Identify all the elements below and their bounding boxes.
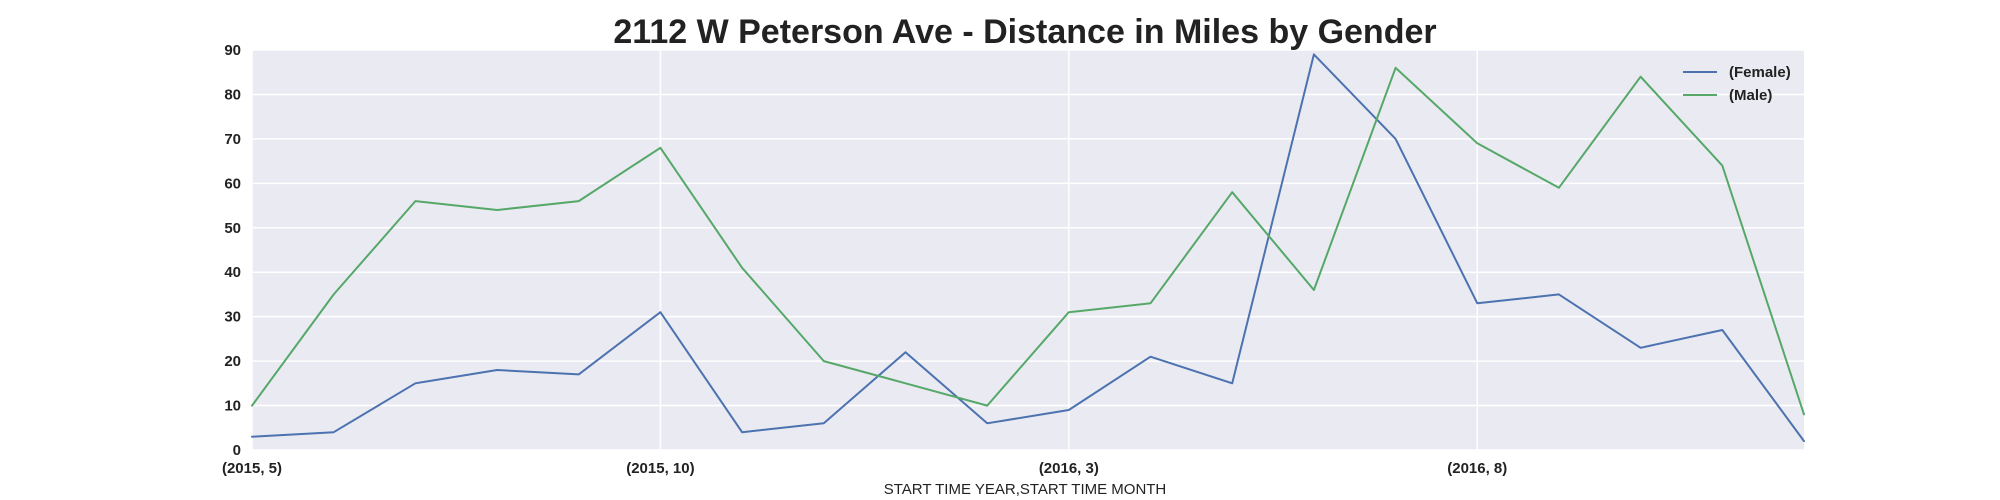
y-tick-label: 20 xyxy=(224,353,241,370)
y-tick-label: 10 xyxy=(224,398,241,415)
y-axis-ticks: 0 10 20 30 40 50 60 70 80 90 xyxy=(224,42,241,459)
y-tick-label: 90 xyxy=(224,42,241,59)
x-tick-label: (2016, 8) xyxy=(1447,460,1507,477)
y-tick-label: 50 xyxy=(224,220,241,237)
series-line-male xyxy=(251,66,1805,416)
x-axis-ticks: (2015, 5) (2015, 10) (2016, 3) (2016, 8) xyxy=(222,460,1507,477)
legend-label: (Female) xyxy=(1729,64,1791,81)
grid xyxy=(251,49,1804,451)
plot-area xyxy=(252,50,1804,450)
series-line-female xyxy=(251,53,1805,443)
y-tick-label: 40 xyxy=(224,264,241,281)
legend-label: (Male) xyxy=(1729,87,1772,104)
y-tick-label: 60 xyxy=(224,175,241,192)
x-tick-label: (2015, 10) xyxy=(626,460,694,477)
y-tick-label: 80 xyxy=(224,86,241,103)
x-tick-label: (2015, 5) xyxy=(222,460,282,477)
y-tick-label: 30 xyxy=(224,309,241,326)
y-tick-label: 70 xyxy=(224,131,241,148)
x-tick-label: (2016, 3) xyxy=(1039,460,1099,477)
chart-title: 2112 W Peterson Ave - Distance in Miles … xyxy=(613,13,1436,51)
legend: (Female) (Male) xyxy=(1683,64,1791,104)
x-axis-label: START TIME YEAR,START TIME MONTH xyxy=(884,481,1167,498)
series-lines xyxy=(251,53,1805,443)
y-tick-label: 0 xyxy=(233,442,241,459)
